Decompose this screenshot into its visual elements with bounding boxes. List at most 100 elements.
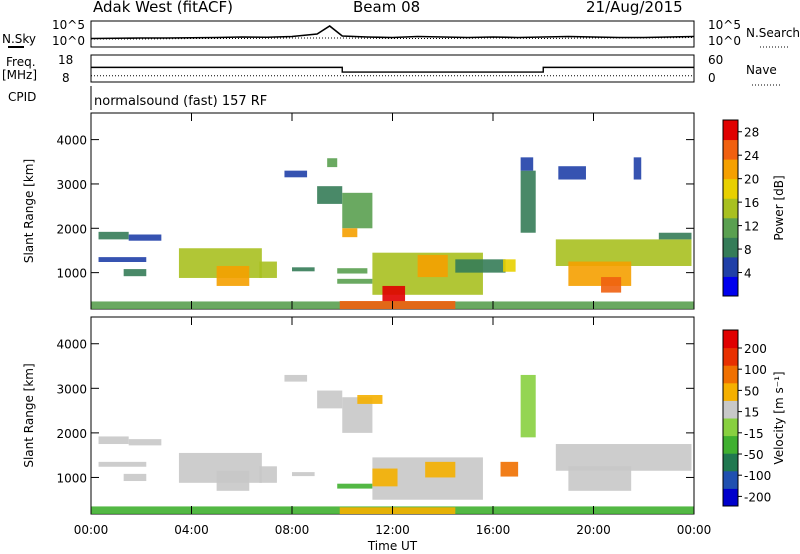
power-echo-region [382, 285, 406, 302]
velocity-echo-region [337, 483, 373, 489]
frequency-unit: [MHz] [2, 68, 37, 82]
velocity-colorbar-label: 100 [744, 363, 767, 377]
cpid-text: normalsound (fast) 157 RF [94, 94, 267, 109]
xtick-label: 12:00 [375, 523, 410, 537]
velocity-echo-region [339, 507, 456, 514]
velocity-colorbar-label: 15 [744, 406, 759, 420]
velocity-colorbar-label: 50 [744, 384, 759, 398]
date-label: 21/Aug/2015 [586, 0, 683, 16]
power-ytick-label: 1000 [56, 267, 87, 281]
velocity-colorbar-swatch [723, 382, 738, 401]
power-colorbar-swatch [723, 217, 738, 238]
power-echo-region [520, 170, 536, 233]
power-echo-region [128, 234, 162, 241]
velocity-colorbar-swatch [723, 435, 738, 454]
velocity-echo-region [216, 470, 250, 491]
cpid-label: CPID [8, 90, 36, 104]
power-colorbar-title: Power [dB] [772, 175, 786, 240]
power-colorbar-label: 24 [744, 149, 759, 163]
power-colorbar-swatch [723, 159, 738, 180]
velocity-colorbar-swatch [723, 330, 738, 349]
velocity-echo-region [123, 473, 147, 482]
power-ylabel: Slant Range [km] [22, 159, 36, 263]
xtick-label: 00:00 [677, 523, 712, 537]
velocity-echo-region [372, 468, 398, 487]
velocity-colorbar-swatch [723, 488, 738, 507]
velocity-colorbar-label: -200 [744, 490, 771, 504]
power-colorbar-swatch [723, 178, 738, 199]
velocity-echo-region [568, 466, 632, 491]
xtick-label: 08:00 [275, 523, 310, 537]
velocity-echo-region [555, 444, 692, 471]
noise-panel-frame [90, 20, 695, 48]
velocity-ytick-label: 4000 [56, 338, 87, 352]
power-echo-region [520, 157, 534, 171]
power-echo-region [568, 261, 632, 286]
xtick-label: 16:00 [476, 523, 511, 537]
velocity-colorbar-swatch [723, 365, 738, 384]
noise-tick-right-low: 10^0 [708, 34, 741, 48]
power-echo-region [558, 166, 586, 180]
velocity-colorbar-label: -15 [744, 427, 764, 441]
velocity-ylabel: Slant Range [km] [22, 363, 36, 467]
power-colorbar-swatch [723, 139, 738, 160]
noise-tick-left-high: 10^5 [52, 18, 85, 32]
noise-line-sky [90, 25, 695, 40]
xtick-label: 04:00 [174, 523, 209, 537]
velocity-ytick-label: 2000 [56, 427, 87, 441]
velocity-colorbar-swatch [723, 470, 738, 489]
noise-right-label: N.Search [746, 26, 800, 40]
power-echo-region [503, 259, 516, 272]
velocity-echo-region [259, 466, 277, 483]
frequency-label: Freq. [6, 55, 36, 69]
velocity-echo-region [500, 461, 519, 477]
noise-tick-left-low: 10^0 [52, 34, 85, 48]
frequency-line-freq [91, 66, 694, 73]
velocity-colorbar-swatch [723, 418, 738, 437]
xtick-label: 20:00 [576, 523, 611, 537]
power-echo-region [98, 257, 147, 262]
power-echo-region [337, 278, 373, 284]
velocity-colorbar-frame [722, 329, 739, 507]
power-colorbar-label: 12 [744, 220, 759, 234]
power-echo-region [337, 268, 368, 274]
power-colorbar-label: 20 [744, 173, 759, 187]
power-colorbar-swatch [723, 198, 738, 219]
velocity-echo-region [520, 374, 536, 438]
velocity-echo-region [284, 374, 308, 382]
velocity-colorbar-title: Velocity [m s⁻¹] [772, 371, 786, 464]
power-echo-region [98, 231, 129, 240]
power-colorbar-swatch [723, 237, 738, 258]
velocity-ytick-label: 1000 [56, 471, 87, 485]
power-echo-region [292, 267, 315, 272]
velocity-colorbar-label: -100 [744, 469, 771, 483]
nave-label: Nave [746, 63, 777, 77]
velocity-colorbar-label: 200 [744, 342, 767, 356]
power-echo-region [633, 157, 642, 180]
nave-tick-0: 0 [708, 71, 716, 85]
power-colorbar-label: 8 [744, 243, 752, 257]
frequency-panel-frame [90, 54, 695, 83]
noise-tick-right-high: 10^5 [708, 18, 741, 32]
power-echo-region [658, 232, 692, 240]
power-echo-region [123, 269, 147, 277]
power-colorbar-swatch [723, 276, 738, 297]
power-colorbar-swatch [723, 120, 738, 141]
velocity-echo-region [292, 472, 315, 477]
power-colorbar-label: 4 [744, 267, 752, 281]
power-echo-region [342, 228, 358, 238]
frequency-tick-8: 8 [62, 71, 70, 85]
power-ytick-label: 3000 [56, 178, 87, 192]
xtick-label: 00:00 [74, 523, 109, 537]
power-colorbar-label: 28 [744, 126, 759, 140]
velocity-colorbar-swatch [723, 400, 738, 419]
power-echo-region [327, 158, 338, 168]
velocity-echo-region [317, 390, 343, 409]
power-echo-region [216, 265, 250, 286]
power-ytick-label: 4000 [56, 134, 87, 148]
velocity-echo-region [357, 394, 383, 404]
power-colorbar-swatch [723, 256, 738, 277]
power-echo-region [455, 259, 506, 273]
plot-title: Adak West (fitACF) [93, 0, 233, 16]
